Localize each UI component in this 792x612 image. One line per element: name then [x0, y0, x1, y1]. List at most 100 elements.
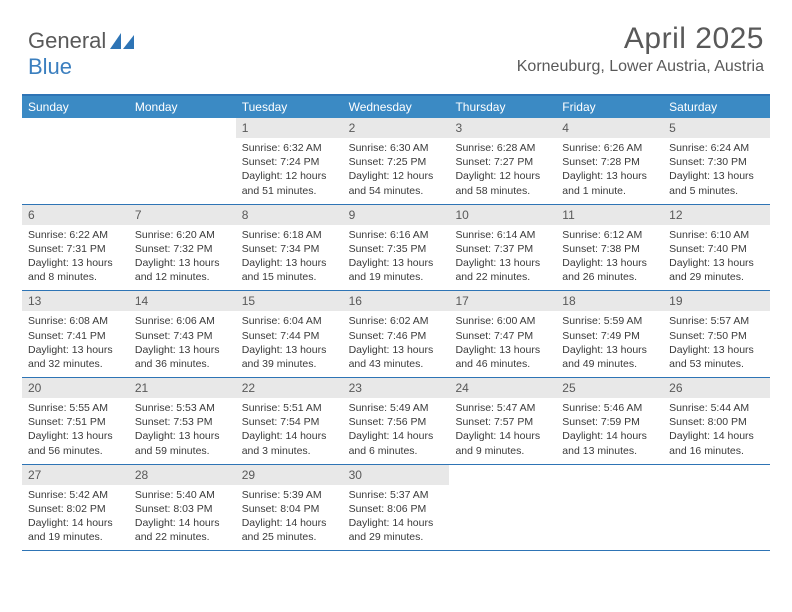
sunset-line: Sunset: 8:02 PM — [28, 502, 123, 516]
sunrise-line: Sunrise: 6:12 AM — [562, 228, 657, 242]
day-number: 21 — [129, 378, 236, 398]
day-body: Sunrise: 6:28 AMSunset: 7:27 PMDaylight:… — [449, 138, 556, 204]
day-cell: 4Sunrise: 6:26 AMSunset: 7:28 PMDaylight… — [556, 118, 663, 204]
day-number: 2 — [343, 118, 450, 138]
weekday-header: Friday — [556, 96, 663, 118]
day-body: Sunrise: 6:22 AMSunset: 7:31 PMDaylight:… — [22, 225, 129, 291]
day-number — [449, 465, 556, 471]
day-cell: 22Sunrise: 5:51 AMSunset: 7:54 PMDayligh… — [236, 378, 343, 464]
sunrise-line: Sunrise: 6:30 AM — [349, 141, 444, 155]
day-number: 22 — [236, 378, 343, 398]
weekday-header: Wednesday — [343, 96, 450, 118]
header: General Blue April 2025 Korneuburg, Lowe… — [0, 0, 792, 86]
day-number: 24 — [449, 378, 556, 398]
day-cell — [449, 465, 556, 551]
day-body: Sunrise: 5:55 AMSunset: 7:51 PMDaylight:… — [22, 398, 129, 464]
day-body: Sunrise: 5:46 AMSunset: 7:59 PMDaylight:… — [556, 398, 663, 464]
day-body: Sunrise: 5:51 AMSunset: 7:54 PMDaylight:… — [236, 398, 343, 464]
day-number: 7 — [129, 205, 236, 225]
sunrise-line: Sunrise: 6:26 AM — [562, 141, 657, 155]
sunrise-line: Sunrise: 5:40 AM — [135, 488, 230, 502]
day-body: Sunrise: 6:24 AMSunset: 7:30 PMDaylight:… — [663, 138, 770, 204]
daylight-line: Daylight: 13 hours and 59 minutes. — [135, 429, 230, 457]
daylight-line: Daylight: 13 hours and 43 minutes. — [349, 343, 444, 371]
sunset-line: Sunset: 8:06 PM — [349, 502, 444, 516]
daylight-line: Daylight: 13 hours and 49 minutes. — [562, 343, 657, 371]
day-body: Sunrise: 5:39 AMSunset: 8:04 PMDaylight:… — [236, 485, 343, 551]
sunset-line: Sunset: 7:56 PM — [349, 415, 444, 429]
day-number: 13 — [22, 291, 129, 311]
day-body: Sunrise: 6:14 AMSunset: 7:37 PMDaylight:… — [449, 225, 556, 291]
sunset-line: Sunset: 7:49 PM — [562, 329, 657, 343]
day-number: 23 — [343, 378, 450, 398]
day-number — [663, 465, 770, 471]
sunset-line: Sunset: 7:37 PM — [455, 242, 550, 256]
day-number: 1 — [236, 118, 343, 138]
day-body: Sunrise: 6:16 AMSunset: 7:35 PMDaylight:… — [343, 225, 450, 291]
day-cell: 24Sunrise: 5:47 AMSunset: 7:57 PMDayligh… — [449, 378, 556, 464]
logo-word1: General — [28, 28, 106, 54]
day-body: Sunrise: 5:49 AMSunset: 7:56 PMDaylight:… — [343, 398, 450, 464]
day-number: 3 — [449, 118, 556, 138]
day-cell — [556, 465, 663, 551]
day-body: Sunrise: 6:04 AMSunset: 7:44 PMDaylight:… — [236, 311, 343, 377]
day-number: 29 — [236, 465, 343, 485]
day-cell: 28Sunrise: 5:40 AMSunset: 8:03 PMDayligh… — [129, 465, 236, 551]
weekday-header: Sunday — [22, 96, 129, 118]
weekday-header: Thursday — [449, 96, 556, 118]
daylight-line: Daylight: 14 hours and 3 minutes. — [242, 429, 337, 457]
day-number: 30 — [343, 465, 450, 485]
sunrise-line: Sunrise: 5:37 AM — [349, 488, 444, 502]
sunset-line: Sunset: 7:25 PM — [349, 155, 444, 169]
daylight-line: Daylight: 14 hours and 29 minutes. — [349, 516, 444, 544]
daylight-line: Daylight: 13 hours and 32 minutes. — [28, 343, 123, 371]
daylight-line: Daylight: 14 hours and 19 minutes. — [28, 516, 123, 544]
daylight-line: Daylight: 14 hours and 6 minutes. — [349, 429, 444, 457]
week-row: 13Sunrise: 6:08 AMSunset: 7:41 PMDayligh… — [22, 291, 770, 378]
day-body: Sunrise: 6:26 AMSunset: 7:28 PMDaylight:… — [556, 138, 663, 204]
daylight-line: Daylight: 13 hours and 36 minutes. — [135, 343, 230, 371]
day-body: Sunrise: 6:18 AMSunset: 7:34 PMDaylight:… — [236, 225, 343, 291]
daylight-line: Daylight: 13 hours and 1 minute. — [562, 169, 657, 197]
sunset-line: Sunset: 7:27 PM — [455, 155, 550, 169]
weekday-header: Monday — [129, 96, 236, 118]
calendar: SundayMondayTuesdayWednesdayThursdayFrid… — [22, 94, 770, 551]
weekday-header: Saturday — [663, 96, 770, 118]
sunset-line: Sunset: 7:47 PM — [455, 329, 550, 343]
week-row: 1Sunrise: 6:32 AMSunset: 7:24 PMDaylight… — [22, 118, 770, 205]
day-cell: 12Sunrise: 6:10 AMSunset: 7:40 PMDayligh… — [663, 205, 770, 291]
day-number: 4 — [556, 118, 663, 138]
day-body: Sunrise: 5:42 AMSunset: 8:02 PMDaylight:… — [22, 485, 129, 551]
day-cell: 15Sunrise: 6:04 AMSunset: 7:44 PMDayligh… — [236, 291, 343, 377]
day-cell: 18Sunrise: 5:59 AMSunset: 7:49 PMDayligh… — [556, 291, 663, 377]
weeks-container: 1Sunrise: 6:32 AMSunset: 7:24 PMDaylight… — [22, 118, 770, 551]
daylight-line: Daylight: 13 hours and 39 minutes. — [242, 343, 337, 371]
week-row: 20Sunrise: 5:55 AMSunset: 7:51 PMDayligh… — [22, 378, 770, 465]
daylight-line: Daylight: 12 hours and 51 minutes. — [242, 169, 337, 197]
day-body: Sunrise: 5:59 AMSunset: 7:49 PMDaylight:… — [556, 311, 663, 377]
day-cell: 19Sunrise: 5:57 AMSunset: 7:50 PMDayligh… — [663, 291, 770, 377]
daylight-line: Daylight: 13 hours and 53 minutes. — [669, 343, 764, 371]
weekday-row: SundayMondayTuesdayWednesdayThursdayFrid… — [22, 96, 770, 118]
week-row: 6Sunrise: 6:22 AMSunset: 7:31 PMDaylight… — [22, 205, 770, 292]
title-block: April 2025 Korneuburg, Lower Austria, Au… — [517, 22, 764, 76]
daylight-line: Daylight: 13 hours and 29 minutes. — [669, 256, 764, 284]
day-number: 6 — [22, 205, 129, 225]
day-number — [22, 118, 129, 124]
day-cell: 6Sunrise: 6:22 AMSunset: 7:31 PMDaylight… — [22, 205, 129, 291]
sunrise-line: Sunrise: 6:00 AM — [455, 314, 550, 328]
day-cell: 23Sunrise: 5:49 AMSunset: 7:56 PMDayligh… — [343, 378, 450, 464]
day-body: Sunrise: 5:57 AMSunset: 7:50 PMDaylight:… — [663, 311, 770, 377]
day-cell: 14Sunrise: 6:06 AMSunset: 7:43 PMDayligh… — [129, 291, 236, 377]
sunrise-line: Sunrise: 5:49 AM — [349, 401, 444, 415]
day-cell: 8Sunrise: 6:18 AMSunset: 7:34 PMDaylight… — [236, 205, 343, 291]
daylight-line: Daylight: 12 hours and 58 minutes. — [455, 169, 550, 197]
daylight-line: Daylight: 13 hours and 5 minutes. — [669, 169, 764, 197]
day-cell: 9Sunrise: 6:16 AMSunset: 7:35 PMDaylight… — [343, 205, 450, 291]
sunrise-line: Sunrise: 5:59 AM — [562, 314, 657, 328]
day-cell: 10Sunrise: 6:14 AMSunset: 7:37 PMDayligh… — [449, 205, 556, 291]
day-body: Sunrise: 6:00 AMSunset: 7:47 PMDaylight:… — [449, 311, 556, 377]
daylight-line: Daylight: 13 hours and 12 minutes. — [135, 256, 230, 284]
sunrise-line: Sunrise: 6:06 AM — [135, 314, 230, 328]
sunset-line: Sunset: 8:04 PM — [242, 502, 337, 516]
